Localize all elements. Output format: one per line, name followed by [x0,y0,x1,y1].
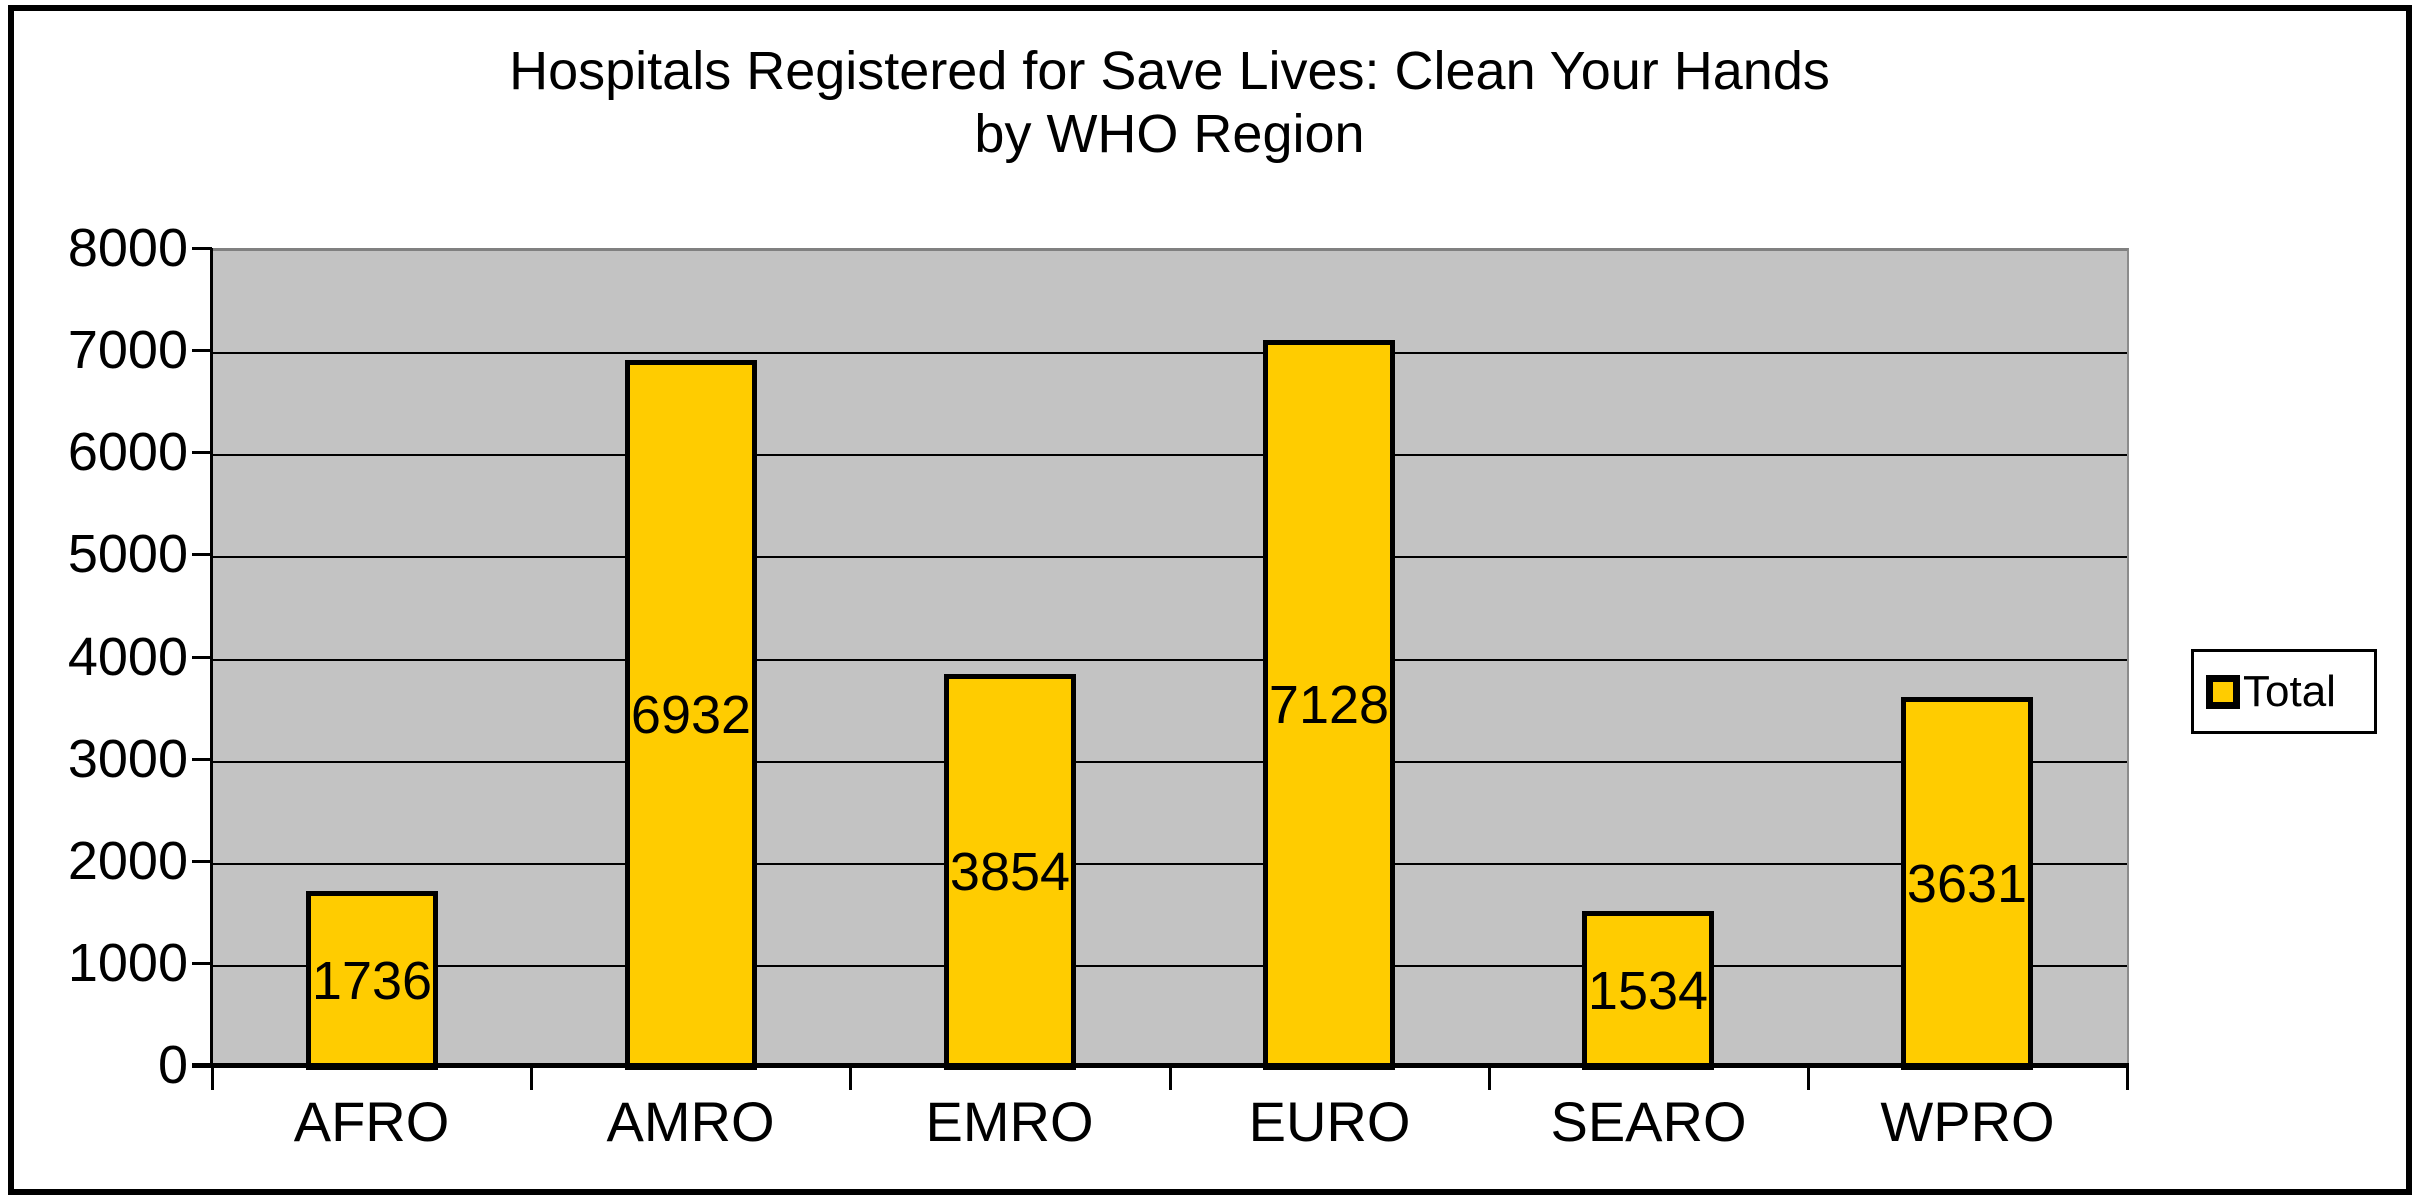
y-tick-label-7000: 7000 [67,320,188,380]
gridline-3000 [212,761,2127,763]
gridline-7000 [212,352,2127,354]
x-boundary-tick-5 [1807,1066,1810,1090]
category-label-afro: AFRO [293,1090,450,1153]
y-tick-6000 [192,451,212,454]
bar-value-label-wpro: 3631 [1906,853,2028,914]
y-tick-3000 [192,758,212,761]
x-axis-line [192,1063,2129,1068]
x-boundary-tick-3 [1169,1066,1172,1090]
chart-title-line2: by WHO Region [974,104,1365,164]
y-tick-label-4000: 4000 [67,627,188,687]
plot-area: 1736 6932 3854 7128 1534 3631 [212,248,2129,1070]
chart-title-line1: Hospitals Registered for Save Lives: Cle… [509,41,1830,101]
bar-wpro: 3631 [1901,697,2033,1070]
gridline-4000 [212,659,2127,661]
x-boundary-tick-6 [2126,1066,2129,1090]
y-tick-1000 [192,962,212,965]
x-boundary-tick-0 [211,1066,214,1090]
gridline-1000 [212,965,2127,967]
bar-euro: 7128 [1263,340,1395,1070]
bar-value-label-searo: 1534 [1587,960,1709,1021]
y-tick-0 [192,1064,212,1067]
category-label-emro: EMRO [925,1090,1094,1153]
y-tick-4000 [192,656,212,659]
y-tick-2000 [192,860,212,863]
y-tick-label-8000: 8000 [67,218,188,278]
gridline-6000 [212,454,2127,456]
y-tick-label-3000: 3000 [67,729,188,789]
y-tick-label-0: 0 [157,1035,188,1095]
y-tick-label-2000: 2000 [67,831,188,891]
chart-title: Hospitals Registered for Save Lives: Cle… [212,40,2127,166]
y-tick-label-5000: 5000 [67,524,188,584]
bar-value-label-emro: 3854 [949,842,1071,902]
y-tick-8000 [192,247,212,250]
bar-value-label-afro: 1736 [311,950,433,1011]
legend-swatch-total-icon [2206,674,2240,709]
category-label-searo: SEARO [1550,1090,1747,1153]
category-label-amro: AMRO [606,1090,775,1153]
bar-emro: 3854 [944,674,1076,1070]
gridline-2000 [212,863,2127,865]
y-tick-label-6000: 6000 [67,422,188,482]
bar-value-label-euro: 7128 [1268,675,1390,735]
x-boundary-tick-4 [1488,1066,1491,1090]
y-tick-7000 [192,349,212,352]
x-boundary-tick-2 [849,1066,852,1090]
bar-amro: 6932 [625,360,757,1070]
legend: Total [2191,649,2377,734]
y-tick-label-1000: 1000 [67,933,188,993]
gridline-5000 [212,556,2127,558]
bar-afro: 1736 [306,891,438,1070]
x-boundary-tick-1 [530,1066,533,1090]
bar-searo: 1534 [1582,911,1714,1070]
legend-label: Total [2243,666,2336,716]
y-tick-5000 [192,553,212,556]
category-label-euro: EURO [1248,1090,1411,1153]
category-label-wpro: WPRO [1880,1090,2055,1153]
bar-value-label-amro: 6932 [630,685,752,745]
